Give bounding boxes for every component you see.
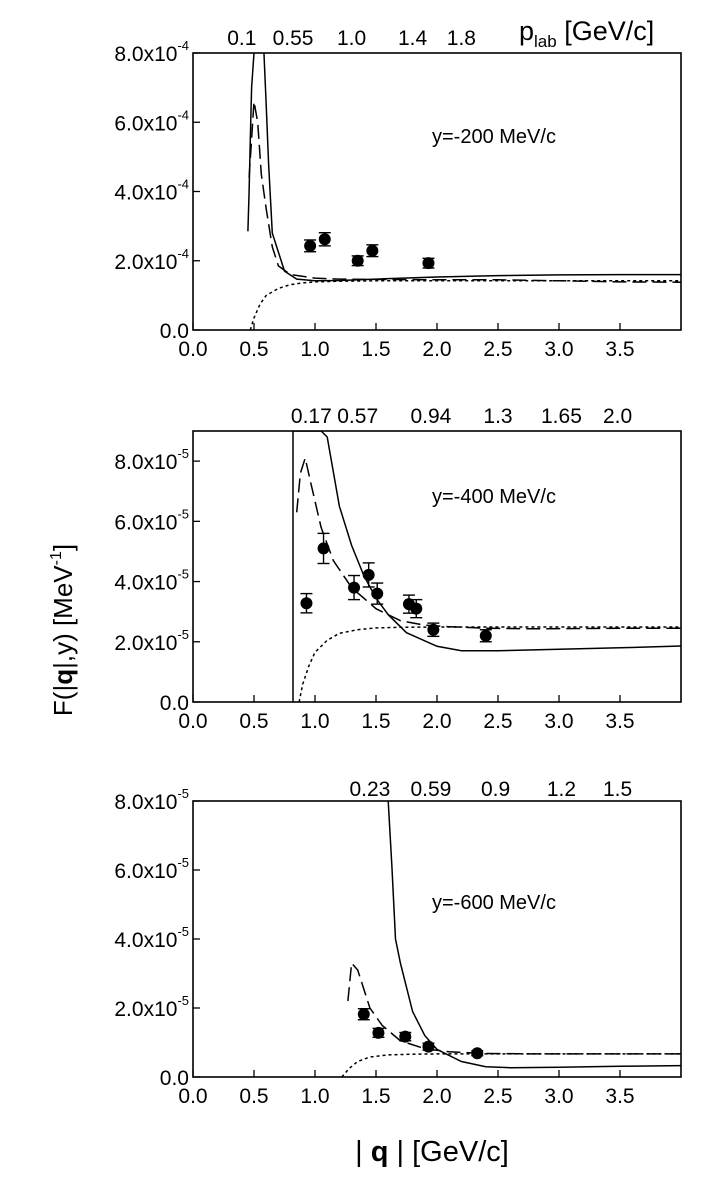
panel-1: 0.0 0.5 1.0 1.5 2.0 2.5 3.0 3.5 0.0 2.0x10-4 4.0x1…	[114, 27, 682, 361]
top-tick-label: 1.8	[447, 27, 476, 50]
data-point	[427, 623, 440, 636]
x-axis-label: | q | [GeV/c]	[355, 1136, 509, 1168]
x-tick-label: 0.0	[178, 710, 207, 733]
y-tick-label: 8.0x10-5	[114, 446, 189, 474]
data-point	[410, 602, 423, 615]
x-tick-label: 3.5	[605, 710, 634, 733]
x-tick-label: 3.5	[605, 338, 634, 361]
x-tick-label: 0.5	[239, 338, 268, 361]
top-tick-label: 2.0	[603, 405, 632, 428]
data-point	[348, 581, 361, 594]
panel-2: 0.0 0.5 1.0 1.5 2.0 2.5 3.0 3.5 0.0 2.0x10-5 4.0x1…	[114, 405, 682, 733]
data-point	[372, 1026, 385, 1039]
curve-dashed	[295, 455, 681, 630]
data-point	[399, 1030, 412, 1043]
x-tick-label: 3.0	[544, 1085, 573, 1108]
curve-dotted	[341, 1053, 681, 1077]
x-tick-label: 0.5	[239, 1085, 268, 1108]
y-axis-label: F(|q|,y) [MeV-1]	[48, 544, 78, 716]
x-tick-label: 2.5	[483, 1085, 512, 1108]
top-tick-label: 0.59	[410, 778, 451, 801]
panel-annotation: y=-400 MeV/c	[432, 486, 556, 508]
data-point	[371, 587, 384, 600]
y-tick-label: 4.0x10-5	[114, 567, 189, 595]
top-tick-label: 0.9	[481, 778, 510, 801]
y-tick-label: 2.0x10-5	[114, 993, 189, 1021]
top-tick-label: 0.23	[349, 778, 390, 801]
curve-dotted	[249, 280, 681, 330]
x-tick-label: 2.5	[483, 338, 512, 361]
panel-3: 0.0 0.5 1.0 1.5 2.0 2.5 3.0 3.5 0.0 2.0x10-5 4.0x1…	[114, 778, 682, 1108]
y-tick-label: 0.0	[160, 1067, 189, 1090]
x-tick-label: 0.0	[178, 1085, 207, 1108]
y-tick-label: 2.0x10-4	[114, 246, 189, 274]
top-tick-label: 1.4	[398, 27, 428, 50]
x-tick-label: 1.0	[300, 710, 329, 733]
top-tick-label: 0.94	[410, 405, 451, 428]
top-tick-label: 0.17	[291, 405, 332, 428]
x-tick-label: 2.0	[422, 338, 451, 361]
data-point	[351, 254, 364, 267]
x-tick-label: 1.5	[361, 338, 390, 361]
curve-dashed	[347, 961, 681, 1055]
y-tick-label: 0.0	[160, 320, 189, 343]
data-point	[471, 1047, 484, 1060]
curve-solid	[292, 431, 681, 702]
top-tick-label: 0.57	[337, 405, 378, 428]
data-point	[300, 597, 313, 610]
x-tick-label: 1.5	[361, 710, 390, 733]
top-tick-label: 1.2	[547, 778, 576, 801]
data-point	[422, 257, 435, 270]
top-tick-label: 1.0	[337, 27, 366, 50]
x-tick-label: 2.0	[422, 1085, 451, 1108]
x-tick-label: 3.0	[544, 710, 573, 733]
top-tick-label: 0.1	[227, 27, 256, 50]
plot-frame	[192, 430, 682, 703]
plot-frame	[192, 800, 682, 1078]
top-tick-label: 0.55	[273, 27, 314, 50]
y-tick-label: 0.0	[160, 692, 189, 715]
x-tick-label: 2.5	[483, 710, 512, 733]
data-point	[422, 1040, 435, 1053]
panel-annotation: y=-600 MeV/c	[432, 892, 556, 914]
y-tick-label: 6.0x10-5	[114, 855, 189, 883]
y-tick-label: 4.0x10-5	[114, 924, 189, 952]
top-tick-label: 1.5	[603, 778, 632, 801]
x-tick-label: 1.0	[300, 1085, 329, 1108]
x-tick-label: 1.0	[300, 338, 329, 361]
x-tick-label: 1.5	[361, 1085, 390, 1108]
curve-solid	[387, 801, 681, 1069]
y-tick-label: 8.0x10-4	[114, 38, 189, 66]
y-tick-label: 8.0x10-5	[114, 786, 189, 814]
data-point	[304, 239, 317, 252]
y-tick-label: 4.0x10-4	[114, 177, 189, 205]
data-point	[366, 244, 379, 257]
data-point	[317, 542, 330, 555]
top-tick-label: 1.65	[541, 405, 582, 428]
panel-annotation: y=-200 MeV/c	[432, 126, 556, 148]
plab-label: plab [GeV/c]	[519, 16, 654, 51]
x-tick-label: 0.0	[178, 338, 207, 361]
x-tick-label: 0.5	[239, 710, 268, 733]
curve-solid	[247, 53, 681, 282]
data-point	[357, 1008, 370, 1021]
curve-dashed	[248, 101, 681, 283]
x-tick-label: 3.0	[544, 338, 573, 361]
y-tick-label: 6.0x10-5	[114, 506, 189, 534]
top-tick-label: 1.3	[483, 405, 512, 428]
data-point	[479, 629, 492, 642]
x-tick-label: 2.0	[422, 710, 451, 733]
y-tick-label: 6.0x10-4	[114, 107, 189, 135]
x-tick-label: 3.5	[605, 1085, 634, 1108]
y-tick-label: 2.0x10-5	[114, 627, 189, 655]
data-point	[318, 233, 331, 246]
data-point	[362, 568, 375, 581]
